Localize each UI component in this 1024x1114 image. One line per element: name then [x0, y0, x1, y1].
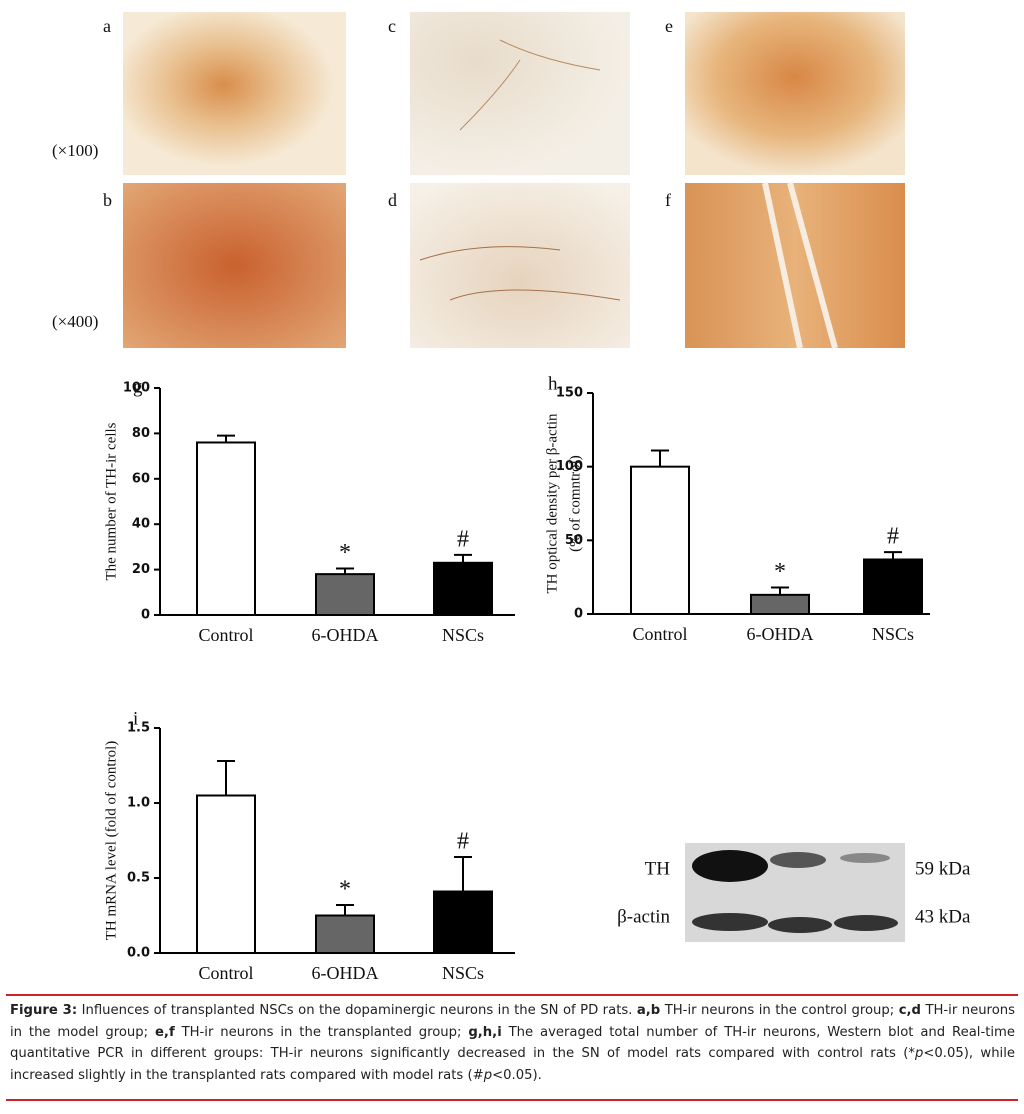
bar: [433, 890, 493, 954]
caption-part: <0.05).: [492, 1067, 542, 1083]
stripe: [762, 182, 838, 349]
y-axis-label: TH optical density per β-actin: [544, 413, 560, 594]
charts: g The number of TH-ir cells 0 20 40 60 80 100 Co…: [103, 373, 930, 983]
magnification: (×400): [52, 312, 98, 331]
western-blot: TH β-actin 59 kDa 43 kDa: [617, 843, 971, 942]
bar: [630, 465, 690, 615]
y-axis-label: (% of comntrol): [567, 455, 583, 552]
x-tick-label: Control: [632, 624, 687, 644]
figure: a b c d e f (×100) (×400) g The number of…: [52, 12, 971, 983]
y-tick-label: 100: [556, 459, 583, 474]
significance-marker: *: [339, 877, 351, 903]
fiber: [459, 39, 601, 131]
panel-label: e: [665, 16, 673, 36]
y-tick-label: 100: [123, 381, 150, 396]
band: [768, 917, 832, 933]
significance-marker: #: [457, 526, 469, 552]
blot-size: 43 kDa: [915, 906, 971, 927]
x-tick-label: NSCs: [442, 963, 484, 983]
caption-part: p: [483, 1067, 493, 1083]
micrographs: a b c d e f (×100) (×400): [52, 12, 905, 349]
y-tick-label: 40: [132, 517, 150, 532]
caption-part: TH-ir neurons in the control group;: [660, 1003, 899, 1018]
bar: [863, 558, 923, 616]
blot-row-label: β-actin: [617, 906, 670, 927]
x-tick-label: NSCs: [872, 624, 914, 644]
y-tick-label: 50: [565, 533, 583, 548]
band: [770, 852, 826, 868]
x-tick-label: Control: [198, 963, 253, 983]
micrograph: [410, 183, 630, 348]
bar: [196, 794, 256, 954]
rule: [6, 1099, 1018, 1101]
x-tick-label: 6-OHDA: [747, 624, 814, 644]
x-tick-label: 6-OHDA: [312, 625, 379, 645]
caption: Figure 3: Influences of transplanted NSC…: [10, 1000, 1015, 1086]
caption-part: g,h,i: [468, 1024, 502, 1040]
bar: [315, 914, 375, 954]
micrograph: [410, 12, 630, 175]
y-axis-label: The number of TH-ir cells: [103, 422, 119, 580]
x-tick-label: Control: [198, 625, 253, 645]
y-tick-label: 0.5: [127, 871, 150, 886]
y-tick-label: 1.5: [127, 721, 150, 736]
band: [834, 915, 898, 931]
caption-part: <0.05), while increased slightly in the …: [10, 1046, 1015, 1083]
band: [692, 850, 768, 882]
y-tick-label: 0: [141, 608, 150, 623]
magnification: (×100): [52, 141, 98, 160]
bar: [433, 561, 493, 616]
band: [692, 913, 768, 931]
caption-part: e,f: [154, 1024, 175, 1040]
micrograph: [685, 12, 905, 175]
rule: [6, 994, 1018, 996]
panel-label: f: [665, 190, 671, 210]
y-tick-label: 20: [132, 562, 150, 577]
significance-marker: *: [774, 559, 786, 585]
x-tick-label: 6-OHDA: [312, 963, 379, 983]
caption-part: a,b: [636, 1003, 661, 1018]
caption-part: The averaged total number of TH-ir neuro…: [10, 1024, 1015, 1062]
bar: [196, 441, 256, 617]
y-tick-label: 1.0: [127, 796, 150, 811]
panel-label: a: [103, 16, 111, 36]
caption-part: Figure 3:: [10, 1003, 78, 1018]
x-tick-label: NSCs: [442, 625, 484, 645]
caption-part: Influences of transplanted NSCs on the d…: [77, 1003, 637, 1018]
significance-marker: #: [887, 524, 899, 550]
y-tick-label: 150: [556, 386, 583, 401]
fiber: [419, 246, 621, 301]
bar: [315, 573, 375, 617]
bar: [750, 593, 810, 616]
y-tick-label: 0.0: [127, 946, 150, 961]
y-axis-label: TH mRNA level (fold of control): [103, 741, 119, 941]
micrograph: [123, 12, 346, 175]
band: [840, 853, 890, 863]
caption-part: c,d: [898, 1003, 921, 1018]
caption-part: TH-ir neurons in the transplanted group;: [174, 1024, 469, 1040]
caption-part: p: [914, 1046, 924, 1061]
panel-label: i: [133, 708, 138, 729]
y-tick-label: 0: [574, 607, 583, 622]
y-tick-label: 80: [132, 426, 150, 441]
significance-marker: #: [457, 829, 469, 855]
panel-label: g: [133, 376, 143, 397]
blot-size: 59 kDa: [915, 858, 971, 879]
caption-part: TH-ir neurons in the model group;: [10, 1003, 1015, 1040]
panel-label: c: [388, 16, 396, 36]
micrograph: [123, 183, 346, 348]
blot-row-label: TH: [645, 858, 671, 879]
panel-label: d: [388, 190, 397, 210]
y-tick-label: 60: [132, 471, 150, 486]
panel-label: b: [103, 190, 112, 210]
panel-label: h: [548, 373, 558, 394]
significance-marker: *: [339, 540, 351, 566]
